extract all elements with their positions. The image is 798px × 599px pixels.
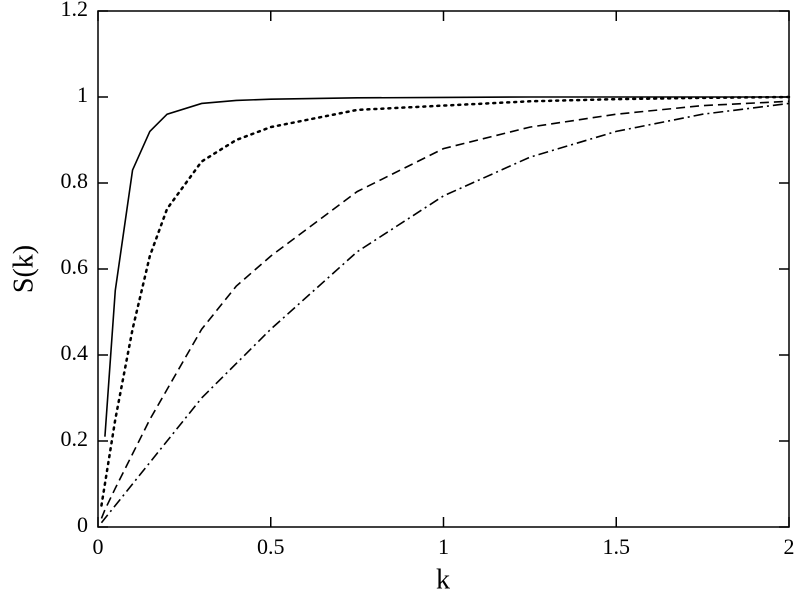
series-line [100, 102, 790, 524]
series-line [104, 96, 789, 437]
y-tick-label: 0 [77, 512, 88, 537]
y-tick-label: 0.4 [61, 340, 89, 365]
x-tick-label: 0 [93, 534, 104, 559]
series-line [100, 100, 790, 519]
x-axis-title: k [436, 564, 450, 595]
y-tick-label: 1 [77, 82, 88, 107]
x-tick-label: 1 [438, 534, 449, 559]
y-tick-label: 0.8 [61, 168, 89, 193]
x-tick-label: 1.5 [603, 534, 631, 559]
y-tick-label: 1.2 [61, 0, 89, 21]
y-tick-label: 0.2 [61, 426, 89, 451]
x-tick-label: 2 [784, 534, 795, 559]
series-line [100, 95, 791, 507]
y-axis-title: S(k) [8, 245, 39, 293]
plot-frame [97, 10, 790, 528]
y-tick-label: 0.6 [61, 254, 89, 279]
x-tick-label: 0.5 [257, 534, 285, 559]
